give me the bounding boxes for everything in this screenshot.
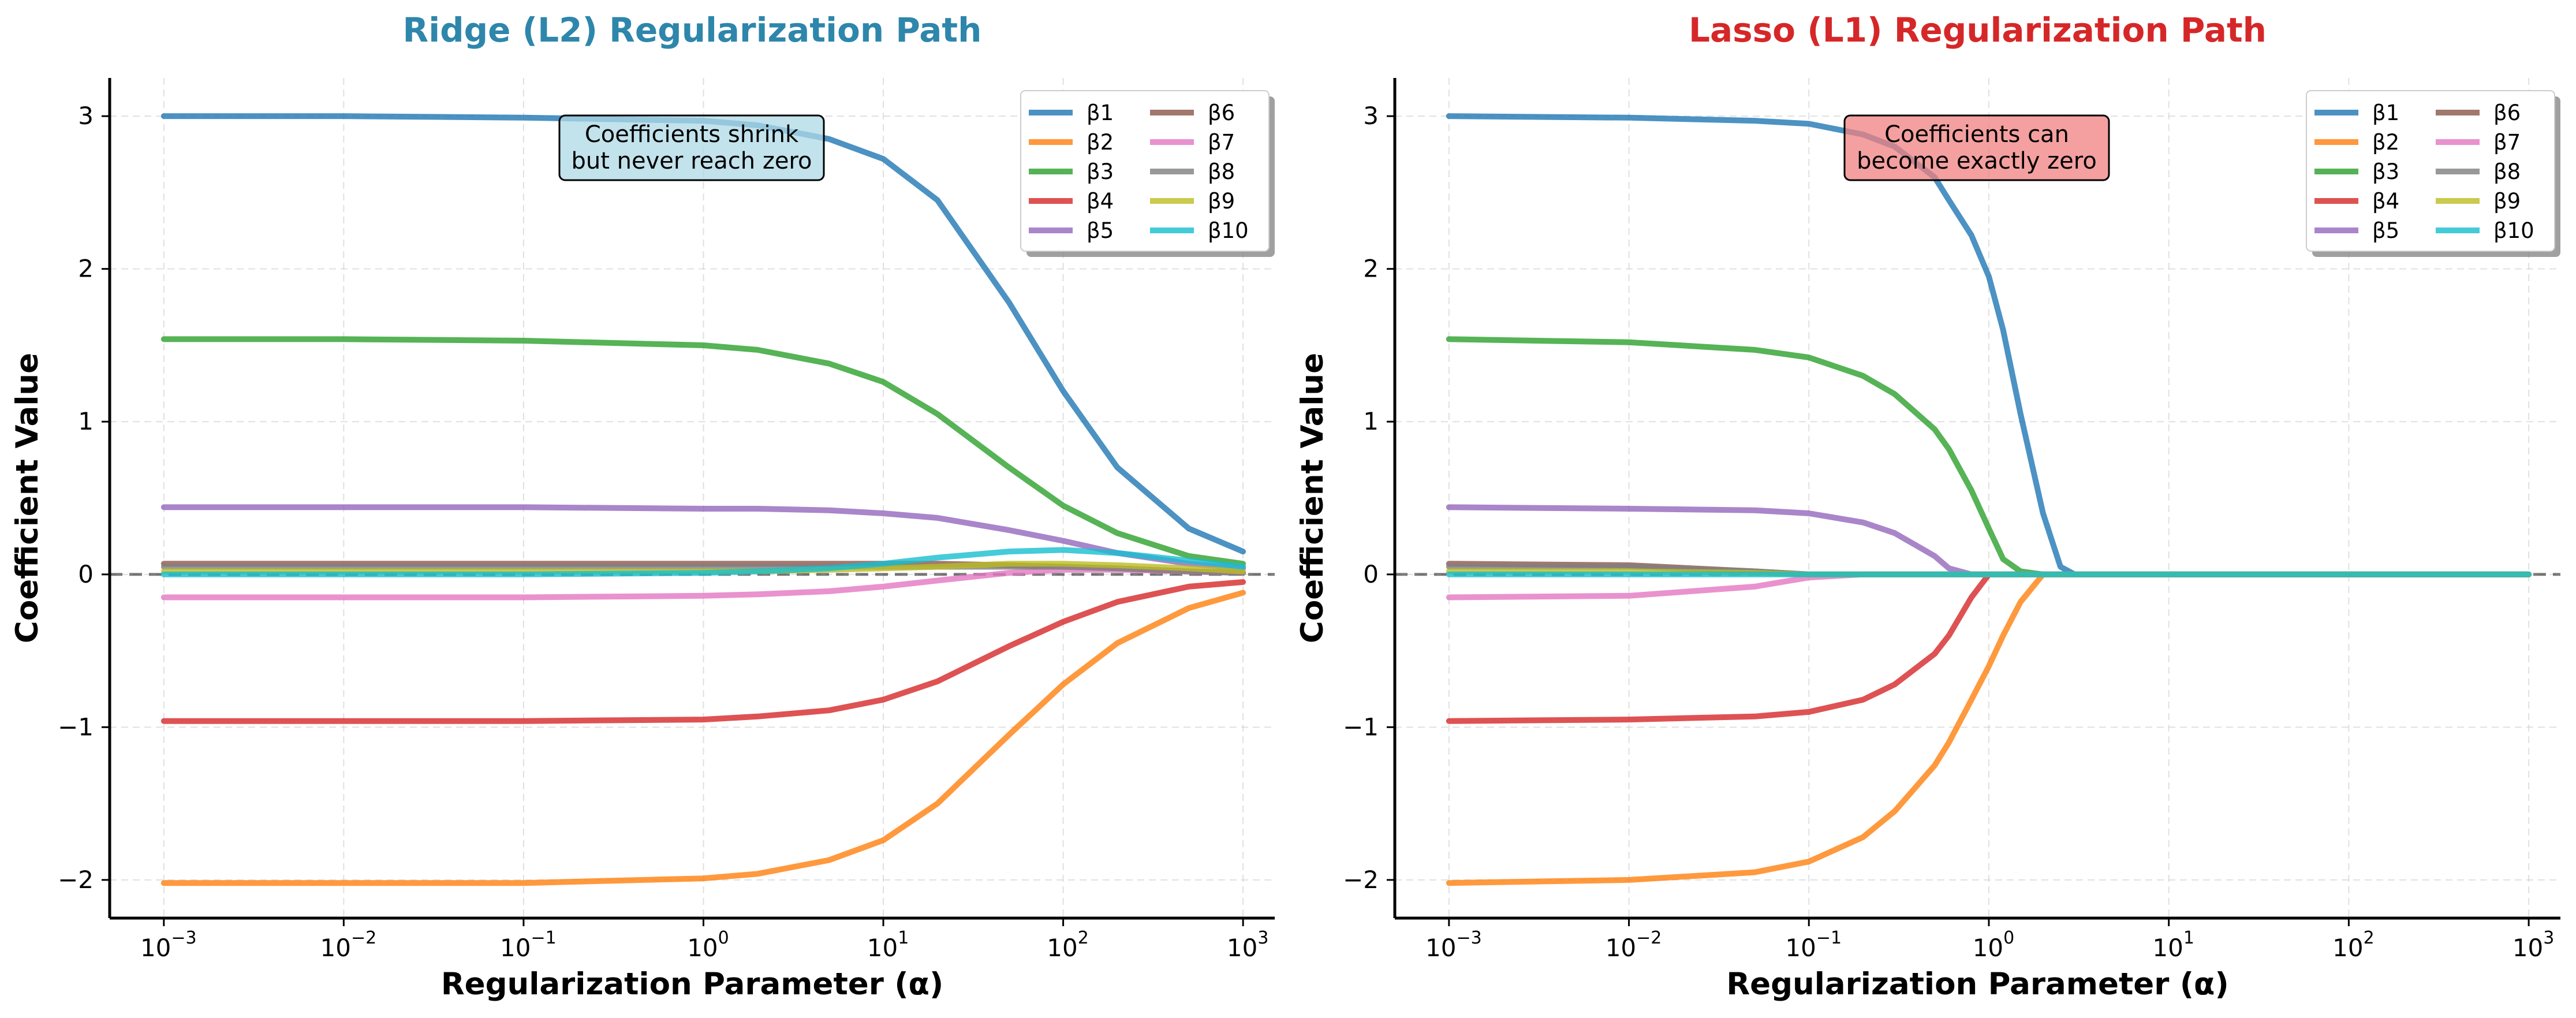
x-axis-label: Regularization Parameter (α)	[441, 967, 943, 1002]
x-tick-label: 101	[867, 928, 909, 962]
annotation-box	[558, 114, 825, 181]
series-line-β9	[160, 561, 1246, 575]
x-tick-exponent: −1	[531, 928, 557, 948]
x-tick-label: 103	[1227, 928, 1269, 962]
y-tick-label: −1	[58, 713, 94, 741]
annotation-text: but never reach zero	[572, 148, 812, 174]
chart-title: Lasso (L1) Regularization Path	[1689, 10, 2267, 50]
x-tick-label: 101	[2152, 928, 2194, 962]
annotation-box	[1843, 114, 2110, 181]
legend-label-β4: β4	[2372, 189, 2399, 214]
annotation-text: Coefficients shrink	[585, 121, 799, 148]
legend-label-β10: β10	[2493, 218, 2534, 243]
x-tick-exponent: 3	[2543, 928, 2554, 948]
legend-label-β2: β2	[2372, 130, 2399, 155]
x-tick-exponent: 0	[718, 928, 729, 948]
x-tick-exponent: 1	[2183, 928, 2194, 948]
legend-label-β6: β6	[2493, 100, 2521, 125]
x-tick-exponent: −2	[1636, 928, 1662, 948]
x-tick-exponent: 3	[1257, 928, 1268, 948]
legend-label-β2: β2	[1087, 130, 1114, 155]
series-line-β3	[1446, 336, 2532, 577]
legend-label-β4: β4	[1087, 189, 1114, 214]
y-tick-label: −2	[58, 866, 94, 894]
x-tick-exponent: −2	[351, 928, 376, 948]
series-line-β10	[160, 547, 1246, 577]
x-tick-exponent: 0	[2003, 928, 2014, 948]
x-tick-exponent: −1	[1816, 928, 1842, 948]
legend-box	[2306, 90, 2555, 252]
y-tick-label: 1	[78, 407, 94, 435]
legend-label-β1: β1	[1087, 100, 1114, 125]
y-axis-label: Coefficient Value	[1295, 353, 1330, 643]
legend-label-β8: β8	[1208, 159, 1235, 184]
x-tick-label: 10−2	[320, 928, 377, 962]
y-tick-label: 3	[1363, 102, 1379, 130]
legend-label-β8: β8	[2493, 159, 2521, 184]
y-tick-label: 2	[1363, 255, 1379, 283]
y-axis-label: Coefficient Value	[10, 353, 45, 643]
x-tick-label: 10−1	[500, 928, 557, 962]
legend-label-β9: β9	[2493, 189, 2521, 214]
legend-label-β5: β5	[2372, 218, 2399, 243]
legend-label-β6: β6	[1208, 100, 1235, 125]
y-tick-label: 0	[1363, 560, 1379, 588]
annotation-text: become exactly zero	[1857, 148, 2097, 174]
legend-label-β3: β3	[1087, 159, 1114, 184]
x-tick-label: 103	[2512, 928, 2555, 962]
x-tick-exponent: 2	[1078, 928, 1089, 948]
x-tick-exponent: 2	[2364, 928, 2375, 948]
annotation-text: Coefficients can	[1884, 121, 2069, 148]
chart-title: Ridge (L2) Regularization Path	[403, 10, 982, 50]
x-tick-label: 10−1	[1785, 928, 1842, 962]
legend-label-β7: β7	[1208, 130, 1235, 155]
x-tick-label: 102	[2332, 928, 2375, 962]
legend-label-β10: β10	[1208, 218, 1249, 243]
series-line-β1	[160, 113, 1246, 555]
x-tick-exponent: −3	[171, 928, 196, 948]
series-line-β3	[160, 336, 1246, 567]
y-tick-label: −1	[1343, 713, 1379, 741]
y-tick-label: −2	[1343, 866, 1379, 894]
x-tick-label: 10−3	[1425, 928, 1482, 962]
x-tick-label: 102	[1047, 928, 1089, 962]
x-axis-label: Regularization Parameter (α)	[1726, 967, 2228, 1002]
legend-label-β7: β7	[2493, 130, 2521, 155]
y-tick-label: 0	[78, 560, 94, 588]
x-tick-label: 100	[687, 928, 729, 962]
legend-label-β5: β5	[1087, 218, 1114, 243]
x-tick-exponent: 1	[898, 928, 909, 948]
y-tick-label: 1	[1363, 407, 1379, 435]
x-tick-exponent: −3	[1456, 928, 1481, 948]
series-line-β2	[160, 590, 1246, 886]
legend-label-β3: β3	[2372, 159, 2399, 184]
legend-box	[1020, 90, 1270, 252]
legend-label-β9: β9	[1208, 189, 1235, 214]
y-tick-label: 3	[78, 102, 94, 130]
x-tick-label: 10−2	[1606, 928, 1662, 962]
legend-label-β1: β1	[2372, 100, 2399, 125]
y-tick-label: 2	[78, 255, 94, 283]
series-line-β4	[160, 579, 1246, 724]
x-tick-label: 100	[1973, 928, 2015, 962]
x-tick-label: 10−3	[140, 928, 197, 962]
